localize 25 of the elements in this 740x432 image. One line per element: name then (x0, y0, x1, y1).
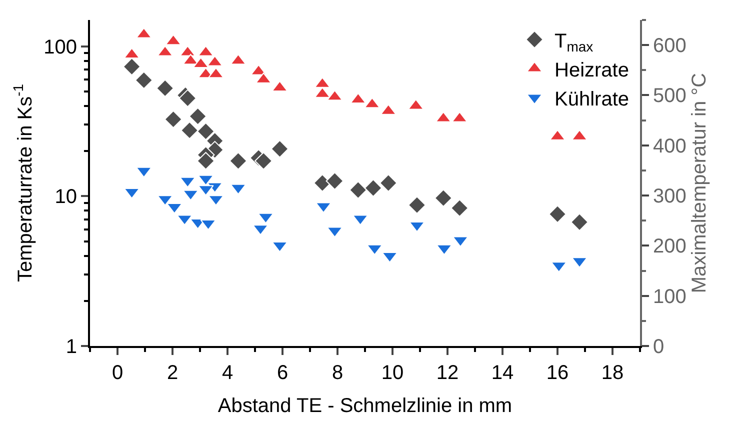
y2-tick-label: 100 (653, 286, 686, 308)
x-tick-label: 2 (166, 362, 178, 384)
x-tick-label: 18 (601, 362, 624, 384)
y-tick-label: 1 (66, 336, 77, 358)
y2-tick-label: 200 (653, 236, 686, 258)
legend-label: Heizrate (554, 59, 629, 82)
x-tick-label: 4 (222, 362, 234, 384)
x-tick-label: 16 (546, 362, 569, 384)
y2-tick-label: 400 (653, 135, 686, 158)
y-tick-label: 10 (54, 186, 77, 208)
x-tick-label: 10 (381, 362, 404, 384)
y2-axis-title: Maximaltemperatur in °C (688, 72, 710, 294)
x-tick-label: 0 (112, 362, 124, 384)
y2-tick-label: 300 (653, 186, 686, 208)
legend-label: T$_{max}$ (554, 30, 594, 54)
x-tick-label: 14 (491, 362, 514, 384)
x-tick-label: 8 (332, 362, 344, 384)
y2-tick-label: 0 (653, 336, 664, 358)
y2-tick-label: 600 (653, 35, 686, 58)
y2-tick-label: 500 (653, 85, 686, 108)
legend-label: Kühlrate (554, 88, 629, 110)
y-tick-label: 100 (44, 36, 77, 58)
x-axis-title: Abstand TE - Schmelzlinie in mm (218, 395, 512, 417)
x-tick-label: 6 (276, 362, 288, 384)
x-tick-label: 12 (436, 362, 459, 384)
